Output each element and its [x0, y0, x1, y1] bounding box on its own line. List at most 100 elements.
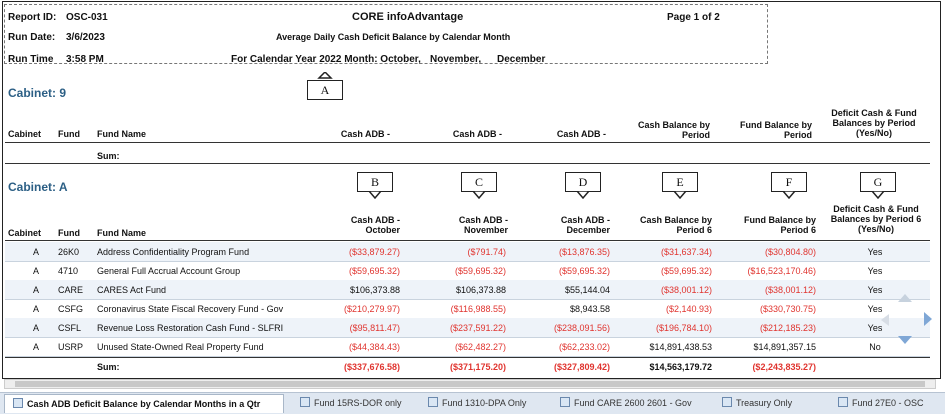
report-tab-icon [300, 397, 310, 407]
sum-december: ($327,809.42) [553, 362, 610, 372]
report-tab-bar: Cash ADB Deficit Balance by Calendar Mon… [0, 392, 945, 414]
sum-cash-balance: $14,563,179.72 [649, 362, 712, 372]
col-adb-november-header: Cash ADB - November [458, 215, 508, 235]
tab-label: Cash ADB Deficit Balance by Calendar Mon… [27, 399, 261, 409]
horizontal-scrollbar[interactable] [4, 379, 936, 389]
row-divider [5, 261, 930, 262]
tab-fund-1310[interactable]: Fund 1310-DPA Only [428, 396, 526, 411]
col-fund-name-header: Fund Name [97, 228, 147, 238]
cell-adb-november: ($62,482.27) [454, 342, 506, 352]
cell-fund-balance: $14,891,357.15 [753, 342, 816, 352]
cabinet-a-sum-label: Sum: [97, 362, 120, 372]
cell-adb-december: ($13,876.35) [558, 247, 610, 257]
callout-d: D [565, 172, 601, 199]
cell-fund-name: CARES Act Fund [97, 285, 167, 295]
callout-d-label: D [565, 172, 601, 192]
callout-e: E [662, 172, 698, 199]
report-id-label: Report ID: [8, 12, 57, 23]
cell-fund: 4710 [58, 266, 79, 276]
scroll-right-icon[interactable] [924, 312, 932, 326]
cell-deficit: Yes [867, 247, 883, 257]
callout-f-label: F [771, 172, 807, 192]
callout-down-arrow-icon [673, 191, 687, 199]
sum-rule [5, 163, 930, 164]
col-cash-balance-header: Cash Balance by Period [637, 120, 710, 140]
callout-a-label: A [307, 80, 343, 100]
col-adb-2-header: Cash ADB - [452, 129, 502, 139]
cell-fund-name: General Full Accrual Account Group [97, 266, 241, 276]
cell-cash-balance: ($196,784.10) [655, 323, 712, 333]
run-time-label: Run Time [8, 54, 54, 65]
cell-adb-october: ($44,384.43) [348, 342, 400, 352]
cell-deficit: Yes [867, 266, 883, 276]
tab-label: Fund 27E0 - OSC [852, 398, 924, 408]
sum-october: ($337,676.58) [343, 362, 400, 372]
cell-adb-november: ($791.74) [467, 247, 506, 257]
callout-down-arrow-icon [782, 191, 796, 199]
cell-fund-balance: ($212,185.23) [759, 323, 816, 333]
header-rule [5, 142, 930, 143]
tab-label: Treasury Only [736, 398, 793, 408]
cell-adb-december: ($59,695.32) [558, 266, 610, 276]
cell-deficit: No [869, 342, 881, 352]
report-tab-icon [13, 398, 23, 408]
tab-fund-care[interactable]: Fund CARE 2600 2601 - Gov [560, 396, 692, 411]
callout-down-arrow-icon [871, 191, 885, 199]
table-row-band [5, 242, 930, 261]
run-time: 3:58 PM [66, 54, 104, 65]
callout-down-arrow-icon [576, 191, 590, 199]
col-fund-balance-header: Fund Balance by Period 6 [743, 215, 816, 235]
row-divider [5, 356, 930, 357]
col-cabinet-header: Cabinet [8, 228, 42, 238]
cell-fund-balance: ($16,523,170.46) [747, 266, 816, 276]
run-date: 3/6/2023 [66, 32, 105, 43]
callout-down-arrow-icon [368, 191, 382, 199]
sum-rule [5, 357, 930, 358]
cell-fund-name: Unused State-Owned Real Property Fund [97, 342, 264, 352]
tab-treasury-only[interactable]: Treasury Only [722, 396, 792, 411]
cell-adb-december: $55,144.04 [564, 285, 610, 295]
cell-cash-balance: ($59,695.32) [660, 266, 712, 276]
header-rule [5, 240, 930, 241]
cell-fund: 26K0 [58, 247, 80, 257]
report-tab-icon [560, 397, 570, 407]
cell-cash-balance: $14,891,438.53 [649, 342, 712, 352]
cell-fund: CARE [58, 285, 84, 295]
col-cabinet-header: Cabinet [8, 129, 42, 139]
row-divider [5, 337, 930, 338]
report-tab-icon [838, 397, 848, 407]
scroll-left-icon[interactable] [881, 314, 889, 326]
cell-adb-october: ($210,279.97) [343, 304, 400, 314]
run-date-label: Run Date: [8, 32, 56, 43]
cell-fund-balance: ($30,804.80) [764, 247, 816, 257]
callout-b-label: B [357, 172, 393, 192]
sum-fund-balance: ($2,243,835.27) [752, 362, 816, 372]
cell-fund-name: Revenue Loss Restoration Cash Fund - SLF… [97, 323, 284, 333]
scroll-down-icon[interactable] [898, 336, 912, 344]
cell-adb-october: ($59,695.32) [348, 266, 400, 276]
cell-cash-balance: ($38,001.12) [660, 285, 712, 295]
tab-fund-27e0[interactable]: Fund 27E0 - OSC [838, 396, 924, 411]
cell-deficit: Yes [867, 285, 883, 295]
callout-g-label: G [860, 172, 896, 192]
page-indicator: Page 1 of 2 [667, 12, 720, 23]
cell-fund-name: Address Confidentiality Program Fund [97, 247, 250, 257]
col-fund-header: Fund [58, 228, 80, 238]
callout-g: G [860, 172, 896, 199]
cell-cabinet: A [32, 266, 39, 276]
scrollbar-thumb[interactable] [15, 381, 925, 387]
callout-f: F [771, 172, 807, 199]
cell-cabinet: A [32, 342, 39, 352]
cell-cabinet: A [32, 304, 39, 314]
cell-adb-december: ($238,091.56) [553, 323, 610, 333]
cell-adb-october: ($95,811.47) [349, 323, 400, 333]
callout-up-arrow-icon [317, 72, 333, 79]
cell-adb-november: $106,373.88 [455, 285, 506, 295]
tab-cash-adb-deficit[interactable]: Cash ADB Deficit Balance by Calendar Mon… [4, 394, 284, 413]
tab-fund-15rs[interactable]: Fund 15RS-DOR only [300, 396, 402, 411]
report-title: Average Daily Cash Deficit Balance by Ca… [276, 32, 511, 42]
scroll-up-icon[interactable] [898, 294, 912, 302]
col-fund-name-header: Fund Name [97, 129, 147, 139]
col-deficit-header: Deficit Cash & Fund Balances by Period 6… [830, 204, 922, 234]
cell-adb-november: ($59,695.32) [454, 266, 506, 276]
